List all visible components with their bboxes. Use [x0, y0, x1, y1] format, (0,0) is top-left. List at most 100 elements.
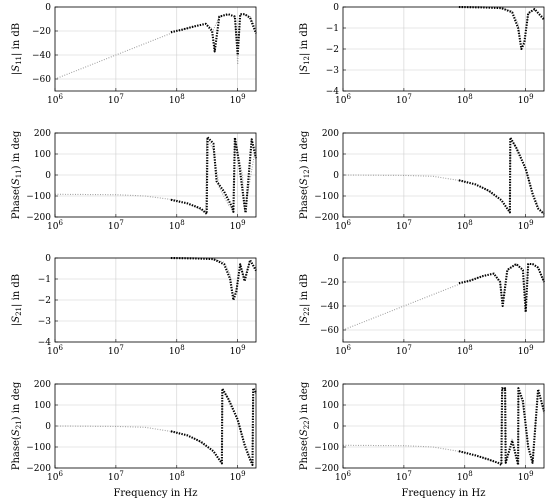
y-tick-label: −4	[326, 87, 340, 97]
series-line-gray	[54, 13, 257, 80]
y-axis-label: Phase(S21) in deg	[11, 381, 23, 470]
chart-panel-6: 106 107 108 109 0 −20 −40 −60 |S22| in dB	[299, 254, 545, 357]
y-tick-label: 100	[322, 150, 339, 160]
x-tick-label: 107	[108, 344, 124, 357]
x-tick-label: 107	[396, 93, 412, 106]
plot-frame	[54, 257, 257, 343]
y-tick-label: −200	[26, 213, 51, 223]
y-tick-label: −200	[26, 464, 51, 474]
x-tick-label: 109	[230, 344, 246, 357]
x-tick-label: 109	[518, 219, 534, 232]
y-tick-label: 100	[322, 401, 339, 411]
y-tick-label: 100	[34, 150, 51, 160]
x-tick-label: 108	[457, 219, 473, 232]
x-tick-label: 107	[108, 470, 124, 483]
x-tick-label: 109	[230, 470, 246, 483]
y-axis-label: Phase(S22) in deg	[299, 381, 311, 470]
y-axis-label: |S21| in dB	[11, 274, 23, 326]
plot-frame	[54, 383, 257, 469]
y-tick-label: −1	[326, 24, 339, 34]
y-axis-label: |S12| in dB	[299, 23, 311, 75]
series-line-black	[170, 256, 257, 302]
x-tick-label: 106	[335, 344, 351, 357]
plot-frame	[342, 383, 545, 469]
y-tick-label: −3	[326, 66, 340, 76]
y-tick-label: 0	[333, 171, 339, 181]
y-tick-label: −20	[320, 278, 339, 288]
plot-frame	[342, 132, 545, 218]
chart-panel-1: 106 107 108 109 0 −20 −40 −60 |S11| in dB	[11, 3, 257, 106]
y-tick-label: −40	[32, 51, 51, 61]
x-tick-label: 109	[518, 344, 534, 357]
series-line-black	[458, 5, 545, 51]
x-tick-label: 109	[518, 470, 534, 483]
x-tick-label: 106	[47, 93, 63, 106]
x-tick-label: 108	[457, 470, 473, 483]
y-axis-label: Phase(S11) in deg	[11, 130, 23, 219]
x-tick-label: 107	[396, 344, 412, 357]
x-tick-label: 107	[396, 470, 412, 483]
y-tick-label: 0	[333, 422, 339, 432]
y-tick-label: 0	[333, 254, 339, 264]
y-tick-label: −60	[320, 326, 339, 336]
x-tick-label: 108	[169, 219, 185, 232]
y-tick-label: 200	[34, 129, 51, 139]
y-tick-label: −40	[320, 302, 339, 312]
x-tick-label: 108	[457, 93, 473, 106]
y-axis-label: |S22| in dB	[299, 274, 311, 326]
y-tick-label: −200	[314, 464, 339, 474]
y-tick-label: −100	[314, 443, 339, 453]
series-line-black	[170, 387, 257, 466]
y-tick-label: −1	[38, 275, 51, 285]
y-tick-label: −100	[26, 443, 51, 453]
y-axis-label: |S11| in dB	[11, 23, 23, 75]
y-tick-label: −4	[38, 338, 52, 348]
y-tick-label: −20	[32, 27, 51, 37]
series-line-black	[458, 262, 545, 314]
plot-frame	[54, 132, 257, 218]
series-line-black	[170, 13, 257, 57]
x-tick-label: 109	[230, 219, 246, 232]
plot-frame	[54, 6, 257, 92]
x-tick-label: 107	[396, 219, 412, 232]
x-axis-label: Frequency in Hz	[401, 488, 485, 499]
series-line-black	[170, 136, 258, 215]
x-tick-label: 109	[518, 93, 534, 106]
y-tick-label: −100	[314, 192, 339, 202]
y-tick-label: 0	[45, 171, 51, 181]
plot-frame	[342, 257, 545, 343]
x-tick-label: 108	[457, 344, 473, 357]
y-tick-label: −200	[314, 213, 339, 223]
y-tick-label: 0	[45, 254, 51, 264]
y-tick-label: −2	[38, 296, 51, 306]
series-line-gray	[54, 388, 257, 465]
y-tick-label: 0	[45, 422, 51, 432]
y-tick-label: 100	[34, 401, 51, 411]
y-tick-label: 0	[45, 3, 51, 13]
y-tick-label: −60	[32, 75, 51, 85]
x-tick-label: 108	[169, 344, 185, 357]
x-tick-label: 107	[108, 219, 124, 232]
x-axis-label: Frequency in Hz	[113, 488, 197, 499]
y-tick-label: 200	[322, 380, 339, 390]
y-tick-label: −100	[26, 192, 51, 202]
y-tick-label: 200	[34, 380, 51, 390]
series-line-gray	[342, 263, 545, 331]
y-tick-label: 0	[333, 3, 339, 13]
series-line-black	[458, 387, 546, 466]
x-tick-label: 107	[108, 93, 124, 106]
x-tick-label: 108	[169, 93, 185, 106]
series-line-gray	[342, 137, 545, 215]
plot-frame	[342, 6, 545, 92]
x-tick-label: 108	[169, 470, 185, 483]
y-tick-label: 200	[322, 129, 339, 139]
y-tick-label: −2	[326, 45, 339, 55]
series-line-gray	[342, 388, 545, 465]
y-axis-label: Phase(S12) in deg	[299, 130, 311, 219]
